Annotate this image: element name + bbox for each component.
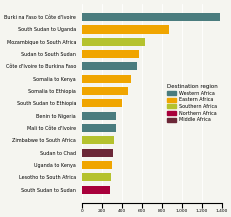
- Bar: [82, 186, 109, 194]
- Bar: [82, 99, 122, 107]
- Bar: [82, 161, 111, 169]
- Bar: [82, 26, 168, 33]
- Bar: [82, 50, 138, 58]
- Bar: [82, 62, 136, 71]
- Bar: [82, 87, 128, 95]
- Legend: Western Africa, Eastern Africa, Southern Africa, Northern Africa, Middle Africa: Western Africa, Eastern Africa, Southern…: [164, 82, 218, 124]
- Bar: [82, 149, 112, 157]
- Bar: [82, 124, 115, 132]
- Bar: [82, 38, 144, 46]
- Bar: [82, 136, 113, 144]
- Bar: [82, 112, 116, 120]
- Bar: [82, 13, 219, 21]
- Bar: [82, 75, 131, 83]
- Bar: [82, 173, 110, 181]
